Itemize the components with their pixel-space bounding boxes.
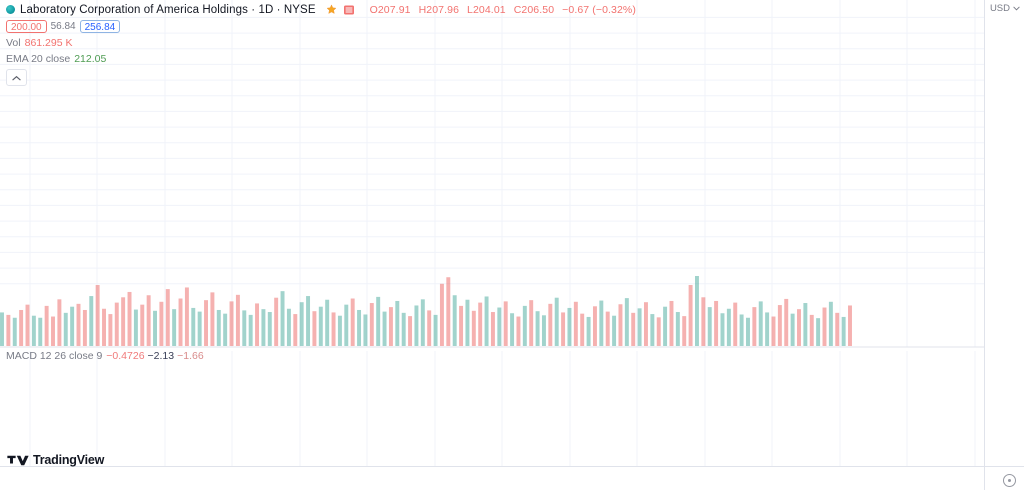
time-axis[interactable] [0,466,1024,490]
macd-line-value: −2.13 [147,350,175,362]
collapse-legend-button[interactable] [6,69,27,86]
macd-hist-value: −0.4726 [106,350,145,362]
currency-label: USD [989,3,1010,14]
macd-label: MACD 12 26 close 9 [6,350,103,362]
tradingview-wordmark: TradingView [33,453,105,467]
chart-gridlines [0,0,985,466]
tradingview-logo-icon [7,455,29,465]
chevron-up-icon [12,75,21,80]
macd-legend[interactable]: MACD 12 26 close 9 −0.4726 −2.13 −1.66 [6,350,204,362]
macd-signal-value: −1.66 [177,350,204,362]
price-axis[interactable]: USD [984,0,1024,466]
time-settings-icon[interactable] [1003,474,1016,487]
volume-bars [0,276,852,346]
axis-divider [984,467,985,490]
tradingview-branding: TradingView [7,453,104,467]
chevron-down-icon [1013,6,1020,11]
price-axis-unit[interactable]: USD [990,3,1020,14]
